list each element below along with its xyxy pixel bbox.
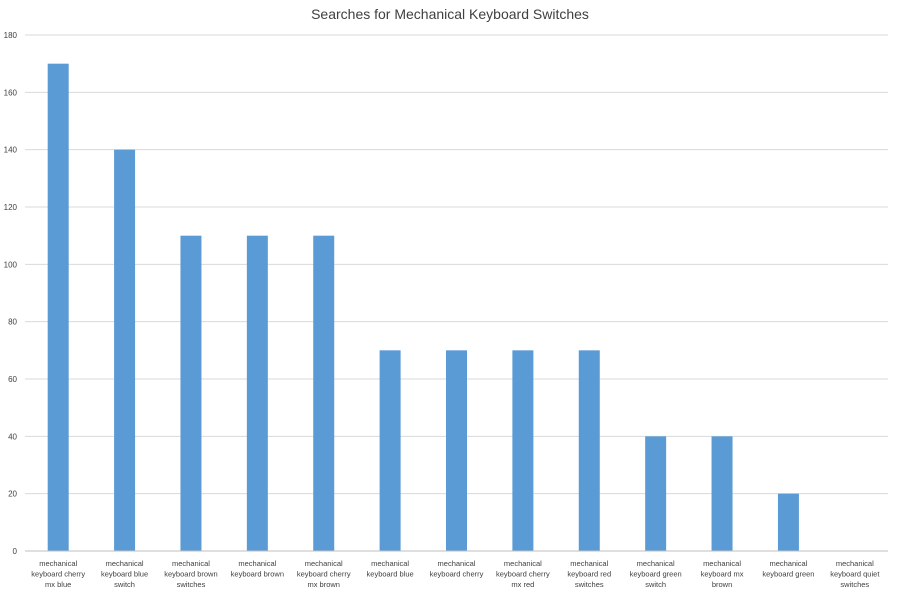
x-category-label: mechanical keyboard cherry bbox=[430, 559, 484, 579]
bar-4 bbox=[246, 235, 268, 551]
y-tick-label: 160 bbox=[4, 88, 18, 97]
y-tick-label: 140 bbox=[4, 146, 18, 155]
x-category-label-line: mechanical bbox=[238, 559, 276, 568]
chart-title: Searches for Mechanical Keyboard Switche… bbox=[311, 6, 589, 22]
x-category-label-line: mechanical bbox=[504, 559, 542, 568]
x-category-label-line: keyboard brown bbox=[231, 570, 284, 579]
x-category-label: mechanical keyboard cherry mx red bbox=[496, 559, 550, 589]
x-category-label: mechanical keyboard green bbox=[762, 559, 814, 579]
y-tick-label: 20 bbox=[8, 490, 17, 499]
x-category-label: mechanical keyboard blue bbox=[367, 559, 414, 579]
x-axis-category-labels: mechanical keyboard cherry mx bluemechanic… bbox=[31, 559, 880, 589]
x-category-label: mechanical keyboard red switches bbox=[567, 559, 611, 589]
bar-8 bbox=[512, 350, 534, 551]
y-tick-label: 40 bbox=[8, 432, 17, 441]
y-tick-label: 80 bbox=[8, 318, 17, 327]
bar-2 bbox=[114, 149, 136, 551]
y-tick-label: 120 bbox=[4, 203, 18, 212]
y-tick-label: 60 bbox=[8, 375, 17, 384]
x-category-label-line: brown bbox=[712, 580, 732, 589]
x-category-label: mechanical keyboard cherry mx blue bbox=[31, 559, 85, 589]
bar-6 bbox=[379, 350, 401, 551]
x-category-label-line: mechanical bbox=[305, 559, 343, 568]
x-category-label-line: mechanical bbox=[570, 559, 608, 568]
bar-12 bbox=[777, 493, 799, 551]
bar-9 bbox=[578, 350, 600, 551]
x-category-label: mechanical keyboard green switch bbox=[630, 559, 682, 589]
x-category-label-line: keyboard red bbox=[567, 570, 611, 579]
x-category-label-line: keyboard brown bbox=[164, 570, 217, 579]
x-category-label-line: switch bbox=[645, 580, 666, 589]
x-category-label-line: mechanical bbox=[371, 559, 409, 568]
x-category-label-line: mx brown bbox=[307, 580, 340, 589]
y-tick-label: 0 bbox=[13, 547, 18, 556]
bar-7 bbox=[446, 350, 467, 551]
x-category-label: mechanical keyboard brown bbox=[231, 559, 284, 579]
x-category-label-line: keyboard cherry bbox=[496, 570, 550, 579]
x-category-label-line: mechanical bbox=[172, 559, 210, 568]
x-category-label-line: keyboard blue bbox=[101, 570, 148, 579]
x-category-label: mechanical keyboard quiet switches bbox=[830, 559, 880, 589]
bar-3 bbox=[180, 235, 202, 551]
x-category-label-line: keyboard blue bbox=[367, 570, 414, 579]
x-category-label-line: switches bbox=[177, 580, 206, 589]
y-tick-label: 100 bbox=[4, 260, 18, 269]
x-category-label-line: mx blue bbox=[45, 580, 71, 589]
x-category-label-line: mechanical bbox=[836, 559, 874, 568]
x-category-label: mechanical keyboard mx brown bbox=[701, 559, 744, 589]
x-category-label-line: mechanical bbox=[703, 559, 741, 568]
bar-5 bbox=[313, 235, 335, 551]
x-category-label-line: mechanical bbox=[769, 559, 807, 568]
x-category-label-line: mechanical bbox=[637, 559, 675, 568]
x-category-label-line: switch bbox=[114, 580, 135, 589]
x-category-label-line: keyboard mx bbox=[701, 570, 744, 579]
bar-11 bbox=[711, 436, 733, 551]
x-category-label: mechanical keyboard cherry mx brown bbox=[297, 559, 351, 589]
x-category-label: mechanical keyboard blue switch bbox=[101, 559, 148, 589]
y-axis-tick-labels: 0 20 40 60 80 100 120 140 160 180 bbox=[4, 31, 18, 556]
x-category-label: mechanical keyboard brown switches bbox=[164, 559, 217, 589]
x-category-label-line: keyboard cherry bbox=[297, 570, 351, 579]
x-category-label-line: mechanical bbox=[39, 559, 77, 568]
bar-1 bbox=[47, 63, 69, 552]
x-category-label-line: keyboard green bbox=[630, 570, 682, 579]
x-category-label-line: keyboard cherry bbox=[31, 570, 85, 579]
x-category-label-line: keyboard cherry bbox=[430, 570, 484, 579]
x-category-label-line: mx red bbox=[511, 580, 534, 589]
x-category-label-line: switches bbox=[840, 580, 869, 589]
gridlines bbox=[25, 34, 888, 495]
y-tick-label: 180 bbox=[4, 31, 18, 40]
x-category-label-line: mechanical bbox=[438, 559, 476, 568]
x-category-label-line: switches bbox=[575, 580, 604, 589]
bar-10 bbox=[645, 436, 667, 551]
x-category-label-line: keyboard green bbox=[762, 570, 814, 579]
bars bbox=[47, 63, 799, 552]
x-category-label-line: keyboard quiet bbox=[830, 570, 880, 579]
x-category-label-line: mechanical bbox=[106, 559, 144, 568]
